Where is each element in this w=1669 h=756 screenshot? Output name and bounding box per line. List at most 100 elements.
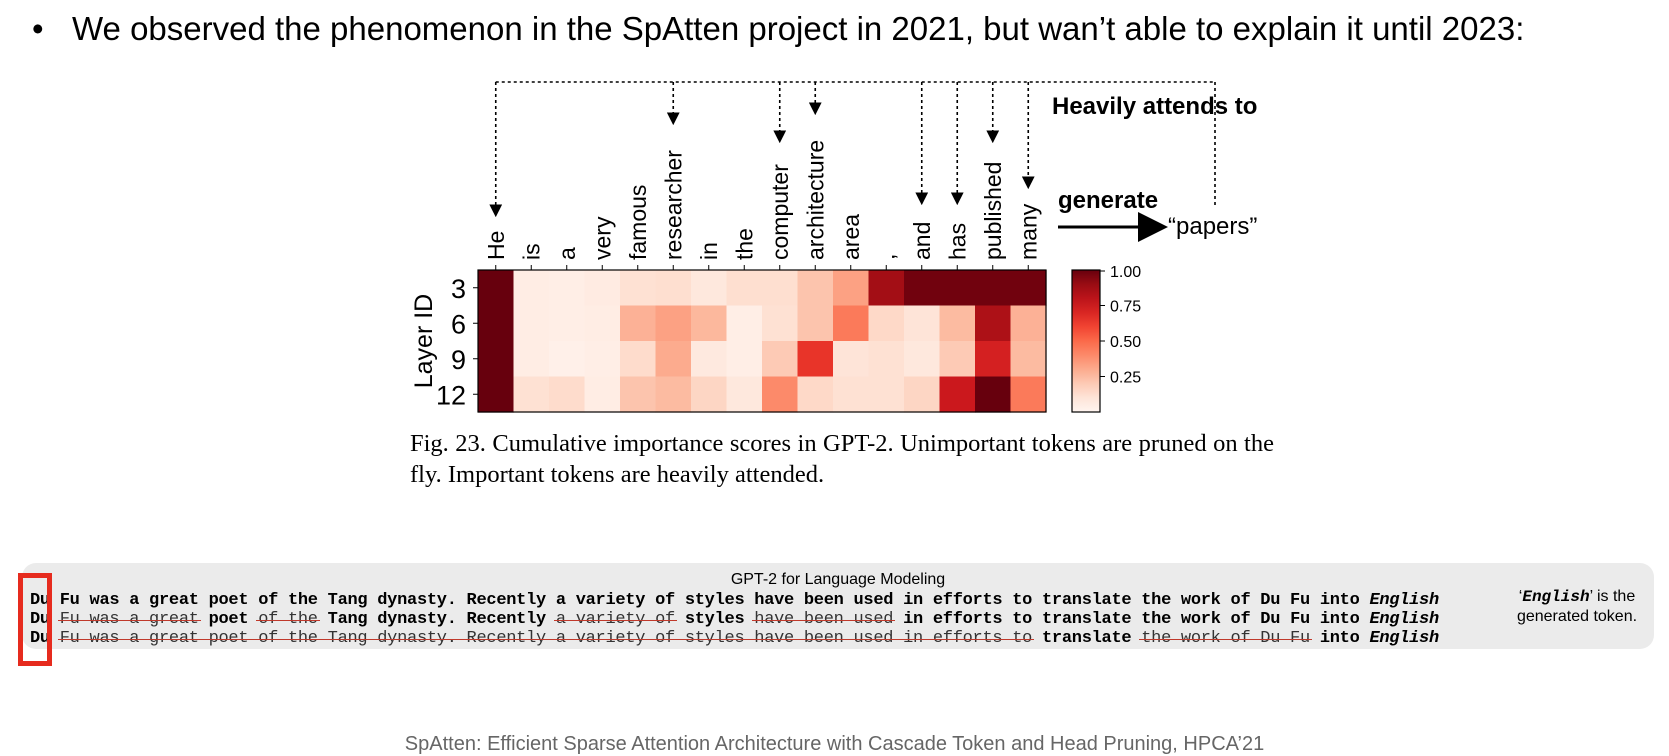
kept-token-span: Fu was a great poet of the Tang dynasty.…	[59, 591, 1360, 610]
heatmap-cell	[868, 341, 905, 378]
token-label: a	[554, 247, 580, 260]
colorbar-tick-label: 0.75	[1110, 299, 1141, 316]
kept-token-span: Du	[30, 629, 50, 648]
heatmap-cell	[549, 270, 586, 307]
generated-token: English	[1369, 610, 1439, 629]
heatmap-cell	[833, 341, 870, 378]
annotation-generate: generate	[1058, 187, 1158, 214]
citation-footer: SpAtten: Efficient Sparse Attention Arch…	[404, 733, 1265, 755]
heatmap-cell	[691, 270, 728, 307]
heatmap-cell	[762, 341, 799, 378]
colorbar-tick-label: 1.00	[1110, 264, 1141, 281]
heatmap-cell	[478, 270, 515, 307]
token-label: architecture	[802, 140, 828, 260]
generated-token: English	[1369, 629, 1439, 648]
token-label: is	[518, 243, 544, 260]
heatmap-cell	[513, 376, 550, 413]
heatmap-cell	[939, 376, 976, 413]
heatmap-cell	[513, 305, 550, 342]
heatmap-cell	[904, 376, 941, 413]
heatmap-cell	[655, 305, 692, 342]
colorbar-tick-label: 0.50	[1110, 334, 1141, 351]
heatmap-frame	[477, 269, 1047, 413]
heatmap-cell	[904, 270, 941, 307]
token-label: computer	[767, 164, 793, 260]
generated-token: English	[1369, 591, 1439, 610]
heatmap-cell	[620, 270, 657, 307]
pruned-token-span: a variety of	[555, 610, 675, 629]
pruned-token-span: the work of Du Fu	[1141, 629, 1310, 648]
figure-caption: Fig. 23. Cumulative importance scores in…	[410, 430, 1274, 488]
pruned-token-span: of the	[258, 610, 318, 629]
heatmap-cell	[797, 376, 834, 413]
kept-token-span: in efforts to translate the work of Du F…	[903, 610, 1360, 629]
kept-token-span: poet	[208, 610, 249, 629]
heatmap-cell	[833, 305, 870, 342]
lm-example-title: GPT-2 for Language Modeling	[730, 571, 946, 588]
token-label: the	[731, 228, 757, 260]
y-axis-title: Layer ID	[410, 294, 438, 388]
layer-label: 6	[451, 309, 466, 339]
kept-token-span: into	[1319, 629, 1360, 648]
heatmap-cell	[478, 341, 515, 378]
heatmap-cell	[478, 305, 515, 342]
heatmap-cell	[975, 305, 1012, 342]
heatmap-cell	[975, 376, 1012, 413]
token-label: ,	[873, 254, 899, 260]
token-label: very	[589, 216, 615, 260]
heatmap-cell	[833, 270, 870, 307]
token-label: and	[909, 222, 935, 260]
heatmap-cell	[904, 341, 941, 378]
importance-heatmap-chart: He is a very famous researcher in the computer ar…	[410, 81, 1257, 413]
generated-token-note: ‘English’ is the generated token.	[1516, 588, 1638, 625]
layer-label: 9	[451, 345, 466, 375]
heatmap-cell	[797, 341, 834, 378]
kept-token-span: Du	[30, 610, 50, 629]
token-label: researcher	[660, 150, 686, 260]
heatmap-cell	[726, 341, 763, 378]
heatmap-cell	[549, 341, 586, 378]
layer-label: 3	[451, 274, 466, 304]
lm-token-line: Du Fu was a great poet of the Tang dynas…	[30, 610, 1439, 629]
heatmap-cell	[655, 341, 692, 378]
heatmap-cell	[691, 376, 728, 413]
layer-label: 12	[436, 380, 466, 410]
heatmap-cell	[620, 376, 657, 413]
heatmap-cell	[549, 305, 586, 342]
heatmap-cell	[655, 376, 692, 413]
heatmap-cell	[726, 305, 763, 342]
heatmap-cell	[762, 305, 799, 342]
heatmap-cell	[939, 341, 976, 378]
heatmap-cell	[620, 341, 657, 378]
heatmap-cell	[620, 305, 657, 342]
heatmap-cell	[939, 270, 976, 307]
heatmap-cell	[868, 270, 905, 307]
kept-token-span: Du	[30, 591, 50, 610]
heatmap-cell	[797, 305, 834, 342]
heatmap-cell	[868, 376, 905, 413]
heatmap-cell	[833, 376, 870, 413]
heatmap-cell	[1010, 305, 1047, 342]
heatmap-cell	[762, 270, 799, 307]
token-label: many	[1015, 203, 1041, 260]
heatmap-cell	[726, 376, 763, 413]
pruned-token-span: Fu was a great poet of the Tang dynasty.…	[59, 629, 1033, 648]
token-label: published	[980, 162, 1006, 260]
heatmap-cell	[478, 376, 515, 413]
heatmap-cell	[655, 270, 692, 307]
heatmap-cell	[939, 305, 976, 342]
lm-token-line: Du Fu was a great poet of the Tang dynas…	[30, 591, 1439, 610]
pruned-token-span: have been used	[754, 610, 894, 629]
token-label: famous	[625, 185, 651, 260]
heatmap-cell	[868, 305, 905, 342]
heatmap-cell	[549, 376, 586, 413]
lm-token-line: Du Fu was a great poet of the Tang dynas…	[30, 629, 1439, 648]
heatmap-cell	[584, 341, 621, 378]
heatmap-cell	[691, 305, 728, 342]
token-label: He	[483, 231, 509, 260]
heatmap-cell	[1010, 376, 1047, 413]
heatmap-cell	[584, 270, 621, 307]
generated-token-label: English	[1522, 588, 1590, 606]
bullet-line: • We observed the phenomenon in the SpAtt…	[32, 10, 1524, 48]
bullet-dot: •	[32, 10, 44, 47]
